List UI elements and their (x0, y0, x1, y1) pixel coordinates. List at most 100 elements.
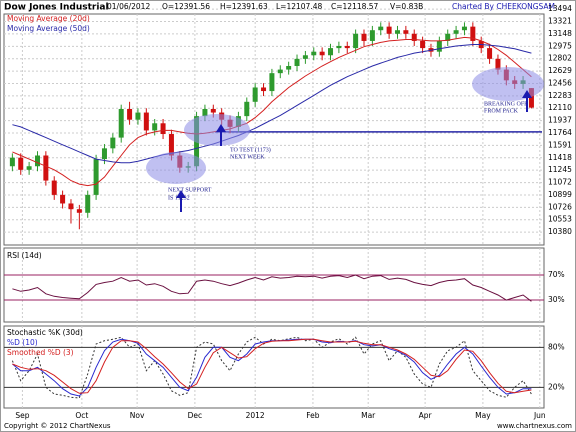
series-line (12, 338, 532, 394)
high: H=12391.63 (220, 2, 268, 11)
candle-body (445, 33, 451, 41)
legend-entry: Stochastic %K (30d) (7, 328, 83, 337)
candle-body (143, 112, 149, 131)
annotation: BREAKING OFF (484, 101, 528, 107)
candle-body (436, 40, 442, 52)
candle-body (9, 157, 15, 167)
close: C=12118.57 (331, 2, 379, 11)
y-tick-label: 12110 (548, 103, 572, 112)
y-tick-label: 12283 (548, 91, 572, 100)
open: O=12391.56 (162, 2, 210, 11)
y-tick-label: 12975 (548, 41, 572, 50)
site: www.chartnexus.com (497, 422, 572, 430)
y-tick-label: 11591 (548, 140, 572, 149)
panel-frame (3, 325, 545, 409)
candle-body (420, 40, 426, 49)
candle-body (328, 48, 334, 56)
copyright: Copyright © 2012 ChartNexus (4, 422, 111, 430)
panel-frame (3, 247, 545, 323)
y-tick-label: 20% (548, 382, 565, 391)
y-tick-label: 12802 (548, 54, 572, 63)
candle-body (344, 45, 350, 49)
candle-body (60, 194, 66, 204)
x-tick-label: 2012 (246, 411, 265, 420)
candle-body (152, 123, 158, 131)
candle-body (286, 66, 292, 70)
candle-body (461, 26, 467, 31)
annotation: TO TEST (1173) (230, 146, 271, 153)
arrow (216, 124, 226, 146)
y-tick-label: 10380 (548, 227, 572, 236)
candle-body (110, 137, 116, 149)
x-tick-label: Mar (361, 411, 376, 420)
candle-body (68, 203, 74, 210)
candle-body (294, 58, 300, 67)
x-tick-label: Feb (306, 411, 320, 420)
candle-body (101, 148, 107, 160)
candle-body (470, 26, 476, 41)
y-tick-label: 13321 (548, 17, 572, 26)
volume: V=0.83B (390, 2, 423, 11)
x-tick-label: Dec (188, 411, 203, 420)
series-line (12, 36, 532, 187)
candle-body (403, 30, 409, 34)
x-tick-label: May (475, 411, 491, 420)
candle-body (386, 26, 392, 34)
y-tick-label: 12629 (548, 66, 572, 75)
candle-body (277, 69, 283, 74)
candle-body (85, 194, 91, 213)
low: L=12107.48 (276, 2, 322, 11)
candle-body (210, 108, 216, 113)
candle-body (269, 73, 275, 92)
series-line (12, 338, 532, 397)
y-tick-label: 12456 (548, 78, 572, 87)
candle-body (495, 58, 501, 70)
highlight (184, 114, 250, 146)
highlight (472, 67, 544, 101)
arrow (522, 90, 532, 112)
arrow (176, 190, 186, 212)
x-tick-label: Nov (130, 411, 145, 420)
candle-body (244, 101, 250, 117)
legend-entry: Moving Average (20d) (7, 14, 90, 23)
x-tick-label: Sep (15, 411, 29, 420)
legend-entry: Moving Average (50d) (7, 24, 90, 33)
y-tick-label: 80% (548, 342, 565, 351)
y-tick-label: 11764 (548, 128, 572, 137)
y-tick-label: 30% (548, 295, 565, 304)
y-tick-label: 11072 (548, 178, 572, 187)
candle-body (411, 33, 417, 41)
candle-body (18, 157, 24, 170)
candle-body (135, 112, 141, 120)
annotation: NEXT WEEK (230, 154, 265, 160)
y-tick-label: 10553 (548, 215, 572, 224)
chart-title: Dow Jones Industrial (4, 3, 109, 13)
candle-body (51, 180, 57, 195)
candle-body (302, 55, 308, 59)
y-tick-label: 70% (548, 270, 565, 279)
series-line (12, 274, 532, 302)
candle-body (43, 155, 49, 181)
candle-body (93, 159, 99, 195)
candle-body (311, 51, 317, 56)
y-tick-label: 11245 (548, 165, 572, 174)
candle-body (361, 33, 367, 41)
highlight (146, 152, 206, 184)
date: 01/06/2012 (107, 2, 150, 11)
candle-body (319, 51, 325, 56)
panel-title: RSI (14d) (7, 251, 42, 260)
candle-body (487, 48, 493, 59)
candle-body (160, 123, 166, 135)
y-tick-label: 13494 (548, 4, 572, 13)
annotation: FROM PACK (484, 108, 519, 114)
x-tick-label: Oct (75, 411, 88, 420)
candle-body (453, 30, 459, 34)
y-tick-label: 13148 (548, 29, 572, 38)
annotation: IS 11232 (168, 195, 190, 201)
candle-body (26, 166, 32, 170)
candle-body (252, 87, 258, 102)
y-tick-label: 11418 (548, 153, 572, 162)
series-line (11, 336, 532, 399)
candle-body (127, 108, 133, 120)
